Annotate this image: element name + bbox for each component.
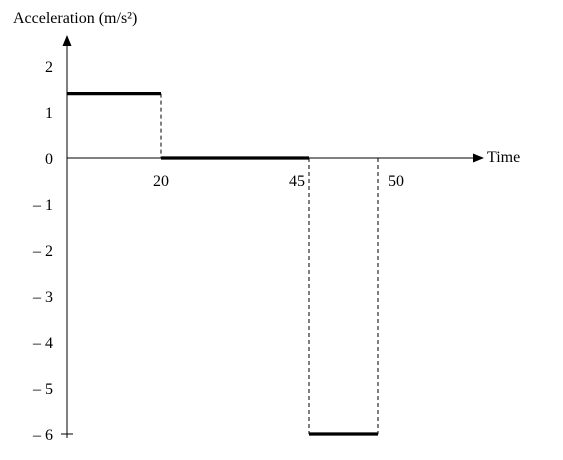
x-axis-title: Time <box>487 149 520 166</box>
x-tick-label: 50 <box>388 173 404 190</box>
y-axis-arrowhead <box>62 35 72 46</box>
x-tick-labels: 20 45 50 <box>153 173 404 190</box>
y-tick-label: – 4 <box>32 335 53 352</box>
axes <box>62 35 484 438</box>
y-tick-label: – 1 <box>32 197 53 214</box>
y-tick-labels: 2 1 0 – 1 – 2 – 3 – 4 – 5 – 6 <box>32 59 73 444</box>
y-tick-label: – 6 <box>32 427 53 444</box>
y-tick-label: – 3 <box>32 289 53 306</box>
y-axis-title: Acceleration (m/s²) <box>13 10 137 27</box>
acceleration-segments <box>67 91 378 436</box>
y-tick-label: 1 <box>45 105 53 122</box>
x-tick-label: 45 <box>289 173 305 190</box>
x-axis-arrowhead <box>473 153 484 163</box>
y-tick-label: 2 <box>45 59 53 76</box>
x-tick-label: 20 <box>153 173 169 190</box>
y-tick-label: 0 <box>45 151 53 168</box>
dashed-transitions <box>160 93 379 434</box>
y-tick-label: – 5 <box>32 381 53 398</box>
y-tick-label: – 2 <box>32 243 53 260</box>
